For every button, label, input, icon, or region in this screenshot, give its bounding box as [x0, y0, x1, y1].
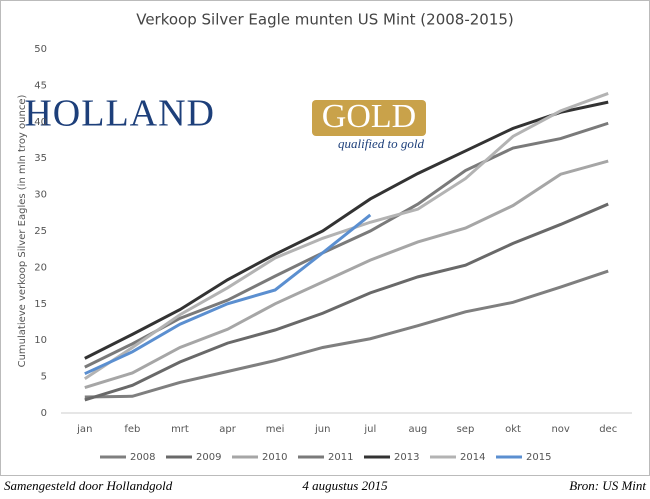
legend-label: 2015 [526, 452, 551, 463]
logo-box [312, 100, 426, 136]
x-tick-label: feb [124, 424, 140, 435]
series-line [84, 202, 609, 402]
x-tick-label: jul [363, 424, 376, 435]
logo-tagline: qualified to gold [338, 136, 424, 151]
legend-label: 2010 [262, 452, 287, 463]
y-tick-label: 0 [41, 408, 47, 419]
x-tick-label: aug [408, 424, 427, 435]
legend-label: 2008 [130, 452, 155, 463]
legend-label: 2009 [196, 452, 221, 463]
x-tick-label: dec [599, 424, 617, 435]
y-tick-label: 40 [34, 117, 47, 128]
logo-name: HOLLAND [24, 93, 215, 135]
footer-left: Samengesteld door Hollandgold [4, 478, 173, 493]
y-tick-label: 30 [34, 190, 47, 201]
series-line [84, 159, 609, 389]
y-tick-label: 25 [34, 226, 47, 237]
series-line [83, 91, 609, 381]
series-line [84, 100, 609, 360]
legend-label: 2011 [328, 452, 353, 463]
chart-title: Verkoop Silver Eagle munten US Mint (200… [136, 11, 514, 29]
x-tick-label: mei [266, 424, 285, 435]
x-tick-label: jan [76, 424, 92, 435]
y-tick-label: 15 [34, 299, 47, 310]
y-tick-label: 45 [34, 80, 47, 91]
legend-label: 2014 [460, 452, 485, 463]
series-line [84, 121, 609, 369]
x-tick-label: apr [219, 424, 236, 435]
y-axis-label: Cumulatieve verkoop Silver Eagles (in ml… [17, 95, 28, 368]
x-tick-label: jun [314, 424, 330, 435]
x-tick-label: okt [505, 424, 521, 435]
y-tick-label: 50 [34, 44, 47, 55]
series-line [84, 269, 609, 399]
x-tick-label: sep [457, 424, 475, 435]
series-line [84, 213, 372, 376]
footer-center: 4 augustus 2015 [302, 478, 388, 493]
footer-right: Bron: US Mint [569, 478, 646, 493]
y-tick-label: 35 [34, 153, 47, 164]
y-tick-label: 5 [41, 372, 47, 383]
y-tick-label: 10 [34, 335, 47, 346]
x-tick-label: nov [551, 424, 569, 435]
logo-gold: GOLD [322, 98, 416, 135]
legend-label: 2013 [394, 452, 419, 463]
y-tick-label: 20 [34, 262, 47, 273]
x-tick-label: mrt [171, 424, 189, 435]
